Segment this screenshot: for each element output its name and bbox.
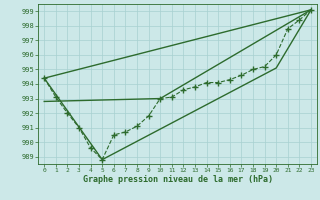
X-axis label: Graphe pression niveau de la mer (hPa): Graphe pression niveau de la mer (hPa) (83, 175, 273, 184)
